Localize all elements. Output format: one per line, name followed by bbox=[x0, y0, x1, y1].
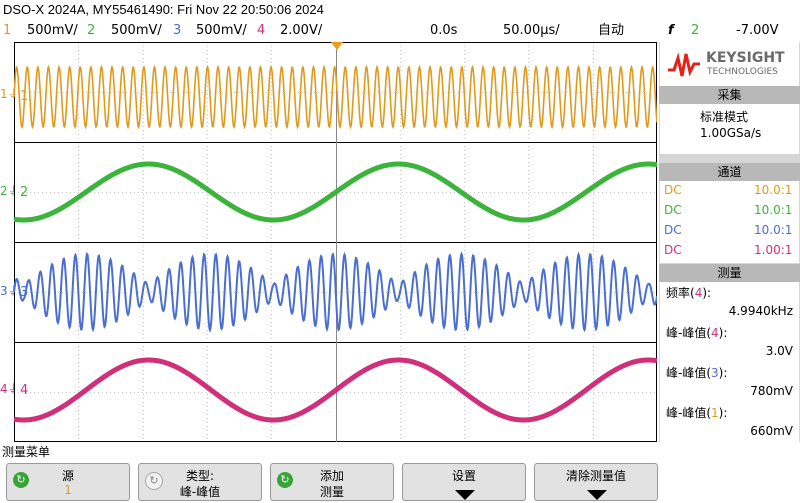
submenu-arrow-icon bbox=[455, 490, 475, 500]
waveform-svg: 1 2 3 4 bbox=[13, 42, 658, 443]
ch3-number: 3 bbox=[173, 23, 182, 38]
source-softkey[interactable]: ↻ 源 1 bbox=[6, 463, 130, 501]
measure-box: 频率(4): 4.9940kHz 峰-峰值(4): 3.0V 峰-峰值(3): … bbox=[660, 282, 799, 442]
ch2-waveform bbox=[13, 161, 657, 223]
acquire-header: 采集 bbox=[659, 86, 800, 104]
softkey-value: 峰-峰值 bbox=[179, 485, 221, 499]
ch1-scale: 500mV/ bbox=[27, 23, 78, 38]
keysight-wave-icon bbox=[668, 52, 700, 77]
grid-lines bbox=[14, 42, 658, 443]
time-delay: 0.0s bbox=[430, 23, 458, 38]
ch4-number: 4 bbox=[257, 23, 266, 38]
measure-header: 测量 bbox=[659, 264, 800, 282]
title-bar: DSO-X 2024A, MY55461490: Fri Nov 22 20:5… bbox=[0, 0, 800, 20]
status-bar: 1 500mV/ 2 500mV/ 3 500mV/ 4 2.00V/ 0.0s… bbox=[0, 20, 800, 42]
softkey-bar: ↻ 源 1 ↻ 类型: 峰-峰值 ↻ 添加 测量 设置 清除测量值 bbox=[0, 460, 800, 503]
waveform-display[interactable]: 1 2 3 4 bbox=[13, 42, 658, 443]
menu-label: 测量菜单 bbox=[2, 445, 51, 459]
softkey-value: 测量 bbox=[319, 485, 344, 499]
submenu-arrow-icon bbox=[587, 490, 607, 500]
ch1-probe: 10.0:1 bbox=[754, 183, 793, 197]
meas4-label: 峰-峰值(1): bbox=[666, 406, 728, 420]
type-softkey[interactable]: ↻ 类型: 峰-峰值 bbox=[138, 463, 262, 501]
ch4-scale: 2.00V/ bbox=[280, 23, 323, 38]
meas3-value: 780mV bbox=[750, 384, 793, 398]
meas2-label: 峰-峰值(4): bbox=[666, 326, 728, 340]
meas3-label: 峰-峰值(3): bbox=[666, 366, 728, 380]
softkey-label: 源 bbox=[61, 469, 74, 483]
ch3-scale: 500mV/ bbox=[196, 23, 247, 38]
ch3-coupling: DC bbox=[664, 223, 682, 237]
trigger-source: 2 bbox=[691, 23, 700, 38]
softkey-label: 添加 bbox=[319, 469, 344, 483]
softkey-value: 1 bbox=[64, 483, 72, 497]
ch3-waveform bbox=[13, 251, 658, 333]
softkey-label: 类型: bbox=[185, 469, 215, 483]
meas4-value: 660mV bbox=[750, 424, 793, 438]
settings-softkey[interactable]: 设置 bbox=[402, 463, 526, 501]
channels-header: 通道 bbox=[659, 163, 800, 181]
sample-rate: 1.00GSa/s bbox=[700, 126, 762, 140]
ch4-waveform bbox=[13, 357, 658, 423]
ch1-inline-label: 1 bbox=[20, 89, 28, 104]
acquire-mode: 标准模式 bbox=[700, 110, 749, 124]
info-panel: KEYSIGHT TECHNOLOGIES 采集 标准模式 1.00GSa/s … bbox=[659, 42, 800, 442]
time-scale: 50.00µs/ bbox=[503, 23, 560, 38]
add-measurement-softkey[interactable]: ↻ 添加 测量 bbox=[270, 463, 394, 501]
rotate-knob-icon: ↻ bbox=[13, 472, 29, 488]
ch1-coupling: DC bbox=[664, 183, 682, 197]
ch2-number: 2 bbox=[87, 23, 96, 38]
window-title: DSO-X 2024A, MY55461490: Fri Nov 22 20:5… bbox=[3, 2, 324, 17]
waveform-labels: 1 2 3 4 bbox=[20, 89, 28, 398]
trigger-edge-icon: f bbox=[668, 23, 674, 38]
softkey-label: 设置 bbox=[451, 469, 476, 483]
channels-box: DC 10.0:1 DC 10.0:1 DC 10.0:1 DC 1.00:1 bbox=[660, 181, 799, 263]
ch2-inline-label: 2 bbox=[20, 185, 28, 200]
brand-sub: TECHNOLOGIES bbox=[707, 67, 778, 77]
meas2-value: 3.0V bbox=[765, 344, 793, 358]
softkey-label: 清除测量值 bbox=[565, 469, 626, 483]
trigger-mode: 自动 bbox=[598, 23, 625, 38]
waveforms bbox=[13, 64, 658, 423]
brand-name: KEYSIGHT bbox=[706, 50, 785, 66]
ch1-number: 1 bbox=[3, 23, 12, 38]
clear-measurements-softkey[interactable]: 清除测量值 bbox=[534, 463, 658, 501]
acquire-box: 标准模式 1.00GSa/s bbox=[660, 104, 799, 154]
trigger-level: -7.00V bbox=[736, 23, 779, 38]
meas1-value: 4.9940kHz bbox=[728, 304, 793, 318]
trigger-position-marker bbox=[331, 42, 343, 50]
ch1-waveform bbox=[13, 64, 658, 130]
ch4-inline-label: 4 bbox=[20, 383, 28, 398]
rotate-knob-icon: ↻ bbox=[145, 472, 163, 490]
channel-markers: 1⏚ 2⏚ 3⏚ 4⏚ bbox=[0, 42, 20, 442]
rotate-knob-icon: ↻ bbox=[277, 472, 293, 488]
ch3-inline-label: 3 bbox=[20, 285, 28, 300]
ch4-probe: 1.00:1 bbox=[754, 243, 793, 257]
ch3-probe: 10.0:1 bbox=[754, 223, 793, 237]
ch4-coupling: DC bbox=[664, 243, 682, 257]
ch2-scale: 500mV/ bbox=[111, 23, 162, 38]
meas1-label: 频率(4): bbox=[666, 286, 712, 300]
logo-box: KEYSIGHT TECHNOLOGIES bbox=[660, 42, 799, 86]
ch2-coupling: DC bbox=[664, 203, 682, 217]
ch2-probe: 10.0:1 bbox=[754, 203, 793, 217]
